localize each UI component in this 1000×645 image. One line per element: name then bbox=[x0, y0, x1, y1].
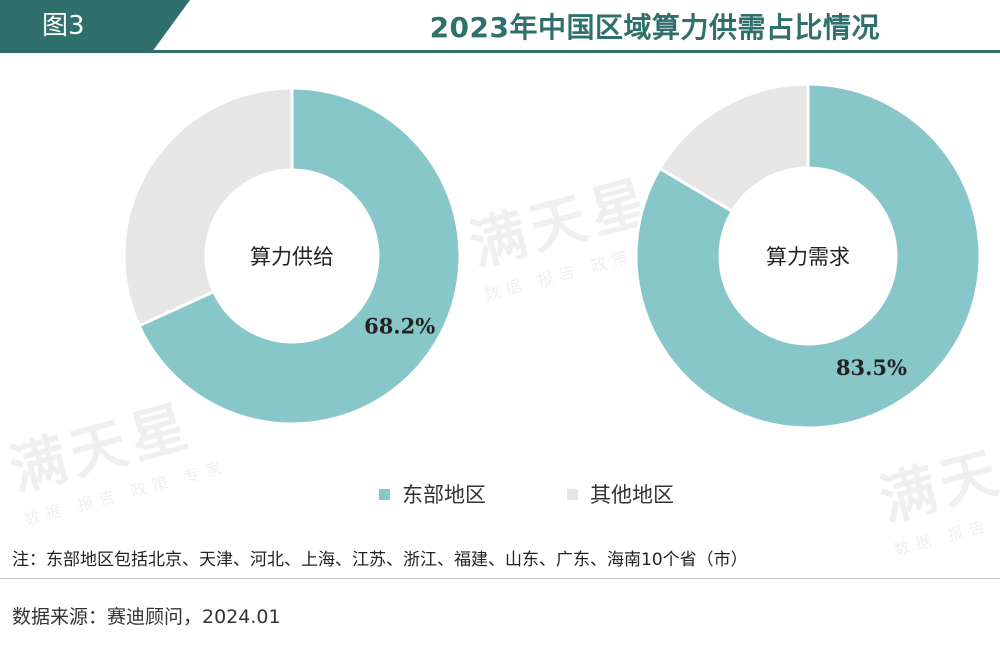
donut-slice-other bbox=[122, 86, 294, 328]
donut-demand: 83.5% 算力需求 bbox=[634, 82, 982, 430]
donut-slice-east bbox=[634, 82, 982, 430]
legend: 东部地区 其他地区 bbox=[0, 476, 1000, 512]
donut-charts: 68.2% 算力供给 83.5% 算力需求 bbox=[122, 82, 982, 430]
divider bbox=[0, 578, 1000, 579]
donut-center-label: 算力需求 bbox=[766, 245, 850, 269]
legend-label-other: 其他地区 bbox=[590, 483, 674, 507]
legend-swatch-east bbox=[379, 488, 390, 500]
legend-label-east: 东部地区 bbox=[402, 483, 486, 507]
donut-slice-other bbox=[657, 82, 810, 214]
data-source: 数据来源：赛迪顾问，2024.01 bbox=[12, 606, 281, 628]
slice-value-label: 68.2% bbox=[364, 313, 435, 338]
donut-center-label: 算力供给 bbox=[250, 245, 334, 269]
donut-supply: 68.2% 算力供给 bbox=[122, 86, 462, 426]
figure-tag bbox=[0, 0, 190, 52]
legend-swatch-other bbox=[567, 488, 578, 500]
legend-item-other: 其他地区 bbox=[567, 476, 674, 512]
legend-item-east: 东部地区 bbox=[379, 476, 486, 512]
donut-slice-east bbox=[137, 86, 462, 426]
figure-tag-text: 图3 bbox=[42, 11, 85, 41]
chart-title: 2023年中国区域算力供需占比情况 bbox=[429, 11, 880, 44]
slice-value-label: 83.5% bbox=[836, 355, 907, 380]
header-rule bbox=[0, 50, 1000, 53]
footnote: 注：东部地区包括北京、天津、河北、上海、江苏、浙江、福建、山东、广东、海南10个… bbox=[12, 550, 748, 570]
